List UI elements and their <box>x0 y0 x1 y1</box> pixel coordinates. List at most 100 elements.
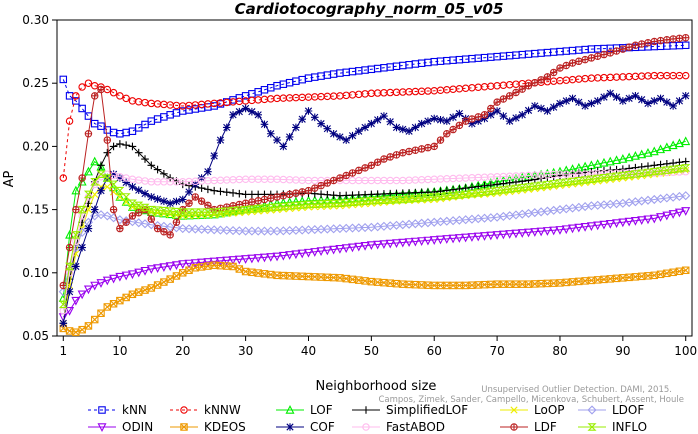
data-point-odin <box>366 241 376 250</box>
data-point-odin <box>624 217 634 227</box>
data-point-ldof <box>360 222 370 233</box>
data-point-lof <box>649 146 659 156</box>
data-point-ldf <box>443 130 451 138</box>
data-point-cof <box>285 133 294 141</box>
data-point-ldf <box>329 176 338 185</box>
data-point-simplifiedlof <box>116 140 124 148</box>
data-point-ldf <box>72 205 80 214</box>
data-point-cof <box>619 97 627 105</box>
data-point-odin <box>272 252 282 262</box>
data-point-inflo <box>266 203 276 212</box>
data-point-ldf <box>90 92 99 100</box>
legend-item-lof: LOF <box>276 403 333 417</box>
data-point-ldf <box>480 111 489 119</box>
data-point-ldf <box>568 59 577 67</box>
legend-label-fastabod: FastABOD <box>386 420 445 434</box>
data-point-inflo <box>215 207 225 216</box>
data-point-ldf <box>147 215 156 223</box>
data-point-odin <box>574 223 584 233</box>
data-point-simplifiedlof <box>619 165 627 173</box>
data-point-ldf <box>298 188 306 196</box>
data-point-ldf <box>411 146 420 154</box>
data-point-cof <box>373 116 382 124</box>
data-point-odin <box>517 229 527 238</box>
data-point-cof <box>392 123 401 132</box>
data-point-odin <box>511 229 521 239</box>
data-point-odin <box>197 258 207 268</box>
legend-label-knnw: kNNW <box>204 403 241 417</box>
x-tick-label: 90 <box>615 344 630 358</box>
data-point-ldf <box>625 43 633 51</box>
data-point-cof <box>317 119 325 128</box>
data-point-odin <box>203 258 213 267</box>
data-point-ldf <box>619 45 627 53</box>
data-point-ldof <box>347 223 358 233</box>
data-point-lof <box>630 151 640 160</box>
data-point-kdeos <box>178 269 187 277</box>
data-point-simplifiedlof <box>430 188 439 196</box>
data-point-knn <box>248 90 256 98</box>
data-point-cof <box>323 124 332 133</box>
data-point-simplifiedlof <box>153 165 162 174</box>
data-point-simplifiedlof <box>109 142 118 151</box>
data-point-cof <box>65 287 74 296</box>
data-point-odin <box>127 270 137 280</box>
data-point-cof <box>348 131 357 140</box>
data-point-odin <box>178 260 188 269</box>
y-axis-label: AP <box>2 170 17 187</box>
legend-marker-ldof <box>587 405 597 415</box>
chart-title: Cardiotocography_norm_05_v05 <box>235 0 504 18</box>
data-point-kdeos <box>90 315 99 324</box>
data-point-inflo <box>197 208 207 216</box>
data-point-ldf <box>606 49 615 57</box>
data-point-knn <box>166 111 174 119</box>
data-point-ldof <box>354 223 364 233</box>
data-point-odin <box>417 237 427 246</box>
data-point-lof <box>637 149 647 159</box>
data-point-odin <box>159 263 169 272</box>
data-point-simplifiedlof <box>487 181 495 189</box>
x-tick-label: 50 <box>364 344 379 358</box>
data-point-odin <box>379 240 389 249</box>
data-point-kdeos <box>153 281 162 289</box>
data-point-simplifiedlof <box>122 141 130 149</box>
data-point-cof <box>329 129 338 138</box>
data-point-ldf <box>631 41 640 50</box>
data-point-odin <box>542 227 552 236</box>
data-point-cof <box>575 98 583 106</box>
data-point-odin <box>643 215 653 225</box>
data-point-odin <box>266 253 276 262</box>
data-point-knn <box>153 115 162 123</box>
data-point-cof <box>593 97 602 105</box>
data-point-odin <box>190 259 200 268</box>
legend-marker-knn <box>98 406 106 414</box>
data-point-kdeos <box>625 273 633 282</box>
data-point-odin <box>310 248 320 257</box>
data-point-kdeos <box>172 272 181 280</box>
data-point-inflo <box>285 202 295 210</box>
data-point-ldf <box>323 179 332 187</box>
data-point-cof <box>78 243 86 252</box>
legend-item-knnw: kNNW <box>170 403 241 417</box>
data-point-cof <box>185 188 193 196</box>
data-point-ldf <box>122 218 130 226</box>
data-point-cof <box>109 170 118 179</box>
series-line-loop <box>62 169 686 324</box>
data-point-cof <box>72 262 80 271</box>
data-point-cof <box>468 119 476 128</box>
data-point-odin <box>335 245 345 254</box>
data-point-odin <box>549 226 559 236</box>
data-point-kdeos <box>235 265 244 273</box>
data-point-cof <box>398 125 407 134</box>
data-point-cof <box>669 102 677 110</box>
data-point-cof <box>235 107 244 116</box>
data-point-cof <box>298 115 306 124</box>
data-point-lof <box>83 166 93 176</box>
data-point-cof <box>222 123 231 132</box>
data-point-cof <box>336 133 344 141</box>
data-point-inflo <box>115 186 125 195</box>
legend-label-lof: LOF <box>310 403 333 417</box>
legend-label-simplifiedlof: SimplifiedLOF <box>386 403 468 417</box>
data-point-ldf <box>644 39 652 47</box>
